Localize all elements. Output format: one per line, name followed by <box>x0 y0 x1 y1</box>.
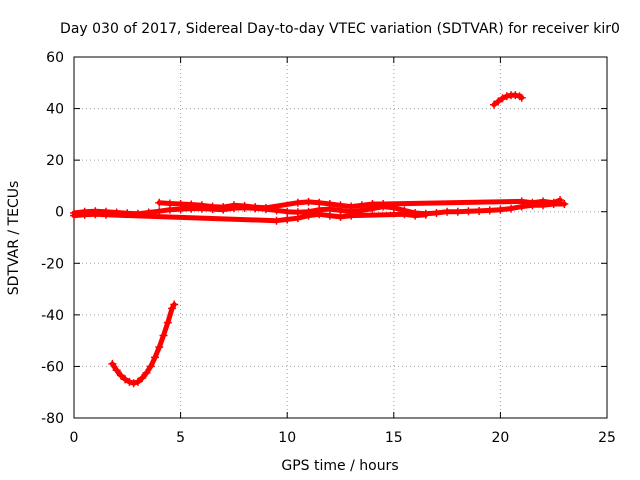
data-point <box>240 202 249 211</box>
y-tick-label: -80 <box>41 411 64 427</box>
data-point <box>464 207 473 216</box>
data-point <box>251 203 260 212</box>
data-point <box>325 211 334 220</box>
data-point <box>400 210 409 219</box>
data-point <box>133 377 142 386</box>
axis-ticks <box>73 56 608 419</box>
data-point <box>101 210 110 219</box>
data-point <box>494 97 503 106</box>
data-point <box>304 211 313 220</box>
data-point <box>336 212 345 221</box>
x-tick-labels: 0 5 10 15 20 25 <box>70 430 616 446</box>
y-tick-labels: -80 -60 -40 -20 0 20 40 60 <box>41 50 64 427</box>
data-point <box>261 203 270 212</box>
data-point <box>421 210 430 219</box>
data-point <box>379 199 388 208</box>
chart-title: Day 030 of 2017, Sidereal Day-to-day VTE… <box>60 21 620 37</box>
data-point <box>528 198 537 207</box>
y-tick-label: -60 <box>41 359 64 375</box>
x-tick-label: 0 <box>70 430 79 446</box>
data-point <box>283 207 292 216</box>
data-point <box>70 211 78 220</box>
data-point <box>293 198 302 207</box>
data-point <box>475 206 484 215</box>
y-tick-label: 20 <box>46 153 64 169</box>
data-point <box>315 210 324 219</box>
x-tick-label: 5 <box>176 430 185 446</box>
data-point <box>283 215 292 224</box>
data-point <box>490 100 499 109</box>
data-point <box>208 202 217 211</box>
data-point <box>549 198 558 207</box>
data-point <box>293 214 302 223</box>
data-point <box>539 197 548 206</box>
data-point <box>155 207 164 216</box>
x-axis-label: GPS time / hours <box>281 458 398 474</box>
y-tick-label: 60 <box>46 50 64 66</box>
data-point <box>411 211 420 220</box>
data-point <box>176 199 185 208</box>
data-point <box>108 359 117 368</box>
data-points <box>70 91 569 388</box>
x-tick-label: 10 <box>278 430 296 446</box>
data-point <box>91 210 100 219</box>
data-point <box>155 198 164 207</box>
y-tick-label: -20 <box>41 256 64 272</box>
data-point <box>325 199 334 208</box>
data-point <box>496 205 505 214</box>
y-tick-label: 40 <box>46 102 64 118</box>
data-point <box>229 201 238 210</box>
data-point <box>304 197 313 206</box>
data-point <box>129 379 138 388</box>
data-point <box>502 92 511 101</box>
data-point <box>219 203 228 212</box>
data-point <box>112 366 121 375</box>
data-point <box>155 343 164 352</box>
data-point <box>368 199 377 208</box>
data-point <box>159 331 168 340</box>
data-point <box>125 377 134 386</box>
data-point <box>165 199 174 208</box>
data-point <box>197 201 206 210</box>
data-point <box>517 93 526 102</box>
data-point <box>187 200 196 209</box>
data-point <box>517 197 526 206</box>
data-point <box>170 300 179 309</box>
data-point <box>138 374 147 383</box>
data-point <box>121 375 130 384</box>
data-point <box>556 196 565 205</box>
plot-frame <box>73 56 608 419</box>
data-point <box>498 94 507 103</box>
series-trace <box>71 211 429 224</box>
data-point <box>453 207 462 216</box>
x-tick-label: 15 <box>385 430 403 446</box>
data-point <box>560 199 569 208</box>
series-trace <box>109 302 177 386</box>
y-tick-label: -40 <box>41 308 64 324</box>
x-tick-label: 20 <box>491 430 509 446</box>
data-point <box>347 202 356 211</box>
data-point <box>146 362 155 371</box>
y-axis-label: SDTVAR / TECUs <box>6 181 22 296</box>
y-tick-label: 0 <box>55 205 64 221</box>
data-point <box>315 198 324 207</box>
data-point <box>485 206 494 215</box>
data-point <box>432 209 441 218</box>
data-point <box>336 201 345 210</box>
data-point <box>163 318 172 327</box>
data-point <box>511 91 520 100</box>
data-point <box>116 371 125 380</box>
data-point <box>80 210 89 219</box>
data-point <box>347 211 356 220</box>
x-tick-label: 25 <box>598 430 616 446</box>
data-point <box>443 207 452 216</box>
data-point <box>357 201 366 210</box>
data-point <box>151 353 160 362</box>
data-point <box>272 216 281 225</box>
data-point <box>507 204 516 213</box>
data-point <box>142 368 151 377</box>
